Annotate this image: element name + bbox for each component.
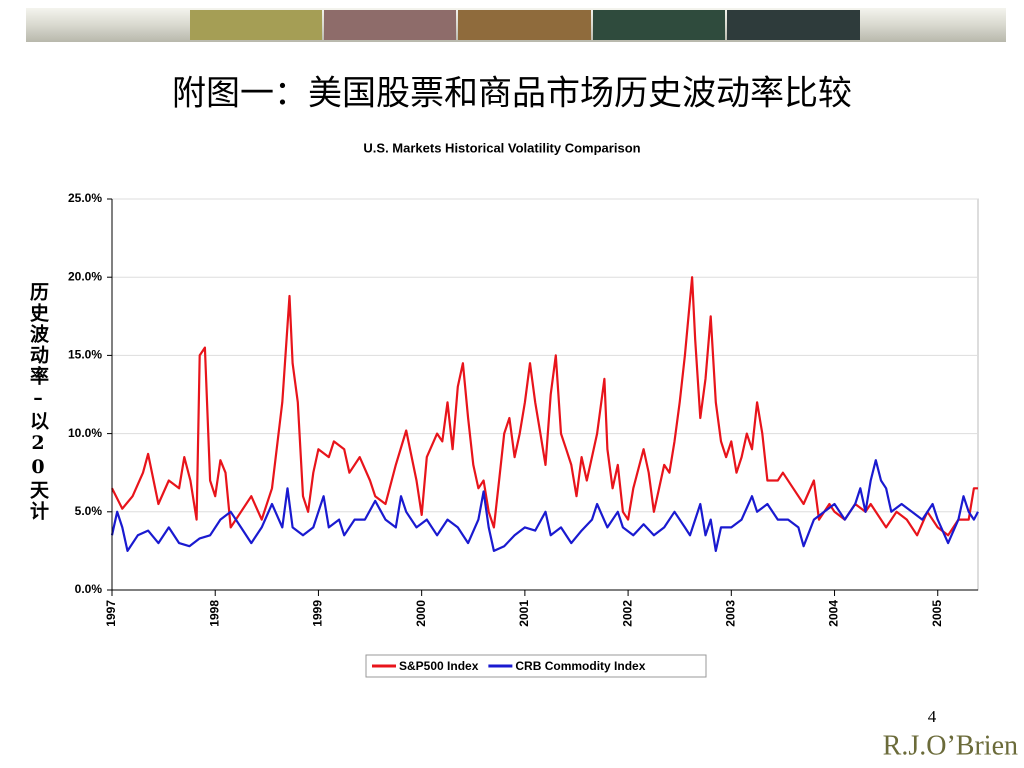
y-tick-label: 0.0% — [75, 582, 103, 596]
x-tick-label: 1997 — [104, 600, 118, 627]
chart-title: U.S. Markets Historical Volatility Compa… — [363, 140, 640, 155]
legend-label: CRB Commodity Index — [515, 659, 645, 673]
slide-title: 附图一：美国股票和商品市场历史波动率比较 — [172, 74, 852, 114]
y-tick-label: 5.0% — [75, 504, 103, 518]
series-line — [110, 459, 979, 552]
x-tick-label: 2001 — [517, 600, 531, 627]
page-number: 4 — [928, 707, 937, 726]
x-tick-label: 2002 — [620, 600, 634, 627]
x-tick-label: 2004 — [827, 600, 841, 627]
x-tick-label: 2003 — [723, 600, 737, 627]
logo: R.J.O’Brien — [883, 730, 1018, 761]
series-line — [111, 276, 978, 537]
y-tick-label: 25.0% — [68, 191, 102, 205]
y-tick-label: 10.0% — [68, 426, 102, 440]
x-tick-label: 1999 — [311, 600, 325, 627]
legend-label: S&P500 Index — [399, 659, 479, 673]
y-tick-label: 15.0% — [68, 348, 102, 362]
x-tick-label: 1998 — [207, 600, 221, 627]
plot-frame — [111, 198, 979, 591]
legend — [365, 654, 707, 678]
x-tick-label: 2000 — [414, 600, 428, 627]
header-banner — [26, 8, 1006, 42]
x-tick-label: 2005 — [930, 600, 944, 627]
y-axis-label: 历史波动率–以20天计 — [27, 282, 49, 522]
y-tick-label: 20.0% — [68, 269, 102, 283]
